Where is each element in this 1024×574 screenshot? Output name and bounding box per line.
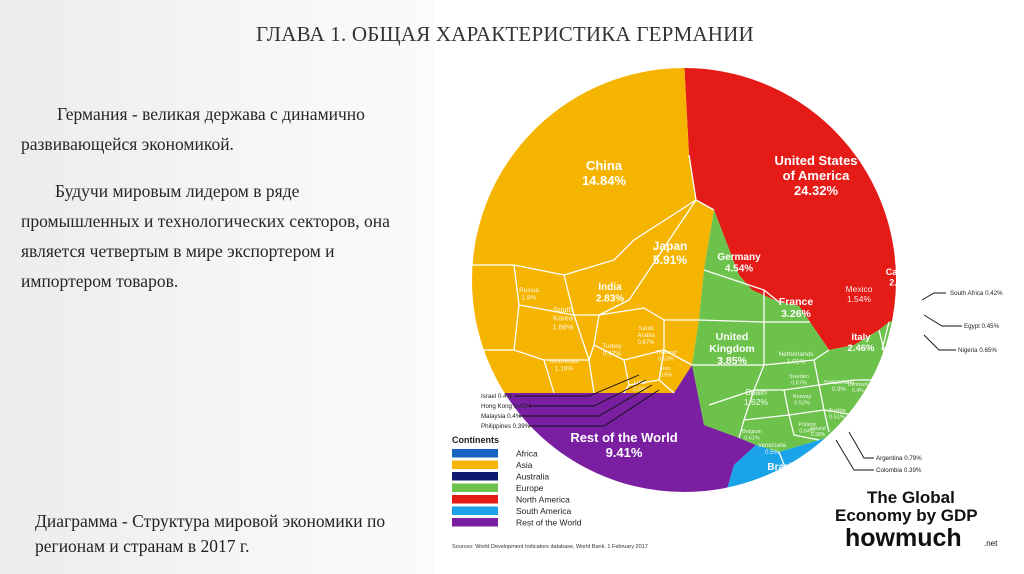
- cell-label-canada: Canada 2.09%: [886, 267, 920, 287]
- legend-swatch-europe: [452, 483, 498, 492]
- cell-label-rest-of-the-world: Rest of the World 9.41%: [570, 430, 677, 460]
- slide-title: ГЛАВА 1. ОБЩАЯ ХАРАКТЕРИСТИКА ГЕРМАНИИ: [256, 22, 754, 46]
- legend-swatch-asia: [452, 460, 498, 469]
- brand-line-2: Economy by GDP: [835, 506, 978, 525]
- right-callouts: South Africa 0.42% Egypt 0.45% Nigeria 0…: [835, 290, 1003, 474]
- gdp-voronoi-chart: United States of America 24.32% China 14.84%…: [452, 66, 1003, 552]
- cell-label-austria: Austria 0.51%: [828, 408, 846, 420]
- cell-label-france: France 3.26%: [779, 296, 814, 320]
- cell-label-germany: Germany 4.54%: [717, 252, 761, 275]
- cell-label-italy: Italy 2.46%: [848, 332, 875, 354]
- cell-label-iran: Iran 0.5%: [660, 366, 673, 378]
- legend-label-north-america: North America: [516, 495, 570, 505]
- legend-label-rest-of-the-world: Rest of the World: [516, 518, 582, 528]
- callout-israel: Israel 0.4%: [481, 393, 512, 400]
- cell-label-mexico: Mexico 1.54%: [846, 284, 873, 304]
- cell-label-belgium: Belgium 0.61%: [742, 429, 762, 441]
- cell-label-united-kingdom: United Kingdom 3.85%: [709, 331, 755, 367]
- cell-label-australia: Australia 1.81%: [869, 397, 910, 419]
- cell-label-switzerland: Switzerland 0.9%: [823, 380, 854, 393]
- callout-nigeria: Nigeria 0.65%: [958, 347, 997, 354]
- cell-label-ireland: Ireland 0.38%: [810, 426, 826, 438]
- legend-swatch-australia: [452, 472, 498, 481]
- cell-label-sweden: Sweden 0.67%: [789, 374, 809, 386]
- cell-label-united-states-of-america: United States of America 24.32%: [774, 153, 857, 198]
- legend-title: Continents: [452, 435, 499, 445]
- callout-hong-kong: Hong Kong 0.42%: [481, 403, 532, 410]
- chart-source: Sources: World Development Indicators da…: [452, 544, 648, 550]
- cell-label-thailand: Thailand 0.53%: [655, 350, 676, 362]
- brand-logo-suffix: .net: [984, 539, 998, 548]
- chart-outline: [470, 66, 898, 494]
- legend-swatch-rest-of-the-world: [452, 518, 498, 527]
- chart-caption: Диаграмма - Структура мировой экономики …: [35, 511, 386, 556]
- brand-logo: howmuch: [845, 524, 962, 552]
- cell-label-poland: Poland 0.64%: [798, 422, 815, 434]
- cell-label-japan: Japan 5.91%: [653, 239, 688, 267]
- cell-label-venezuela: Venezuela 0.5%: [758, 443, 787, 456]
- cell-labels: United States of America 24.32% China 14.84%…: [519, 153, 919, 485]
- region-europe: [692, 210, 897, 452]
- callout-egypt: Egypt 0.45%: [964, 323, 1000, 330]
- cell-label-denmark: Denmark 0.4%: [848, 382, 869, 394]
- cell-label-saudi-arabia: Saudi Arabia 0.87%: [637, 326, 655, 346]
- branding: The Global Economy by GDP howmuch .net: [835, 488, 998, 552]
- cell-label-indonesia: Indonesia 1.16%: [550, 358, 579, 372]
- cell-label-netherlands: Netherlands 1.01%: [778, 351, 814, 365]
- left-callouts: Israel 0.4% Hong Kong 0.42% Malaysia 0.4…: [481, 374, 660, 430]
- cell-label-spain: Spain 1.62%: [744, 387, 769, 407]
- legend-swatch-africa: [452, 449, 498, 458]
- region-asia: [471, 67, 714, 393]
- legend-label-africa: Africa: [516, 449, 538, 459]
- paragraph-leader: Будучи мировым лидером в ряде промышленн…: [21, 181, 390, 291]
- callout-colombia: Colombia 0.39%: [876, 467, 922, 474]
- legend-swatch-south-america: [452, 506, 498, 515]
- cell-label-china: China 14.84%: [582, 158, 627, 188]
- callout-south-africa: South Africa 0.42%: [950, 290, 1003, 297]
- legend-label-asia: Asia: [516, 460, 533, 470]
- callout-philippines: Philippines 0.39%: [481, 423, 531, 430]
- callout-malaysia: Malaysia 0.4%: [481, 413, 522, 420]
- legend-swatch-north-america: [452, 495, 498, 504]
- left-panel: [0, 0, 434, 574]
- paragraph-intro: Германия - великая держава с динамично р…: [21, 104, 365, 154]
- cell-label-turkey: Turkey 0.97%: [602, 343, 622, 357]
- cell-label-norway: Norway 0.52%: [793, 394, 812, 406]
- cell-label-uae: UAE 0.5%: [633, 380, 647, 393]
- cell-label-india: India 2.83%: [596, 282, 624, 305]
- brand-line-1: The Global: [867, 488, 955, 507]
- callout-argentina: Argentina 0.79%: [876, 455, 922, 462]
- legend-label-europe: Europe: [516, 483, 544, 493]
- legend-label-south-america: South America: [516, 506, 572, 516]
- cell-label-brazil: Brazil 2.39%: [767, 462, 795, 485]
- legend-label-australia: Australia: [516, 472, 549, 482]
- cell-label-south-korea: South Korea 1.86%: [552, 305, 574, 331]
- cell-label-russia: Russia 1.8%: [519, 287, 539, 301]
